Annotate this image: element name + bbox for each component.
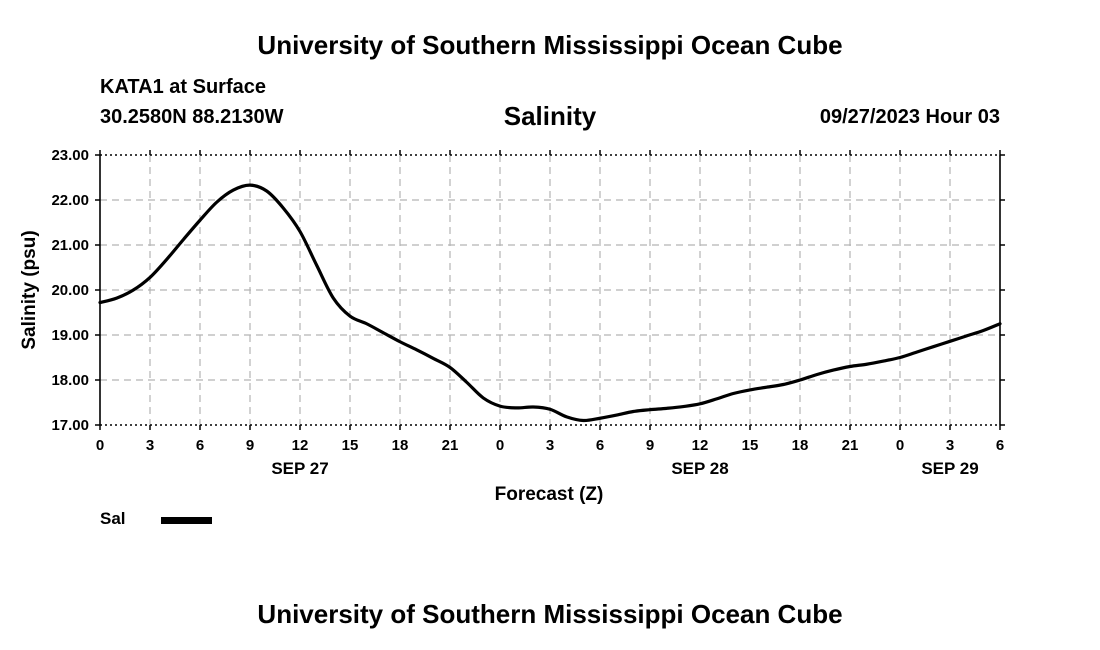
y-tick-label: 18.00 — [51, 372, 89, 389]
x-tick-label: 0 — [496, 437, 504, 454]
x-tick-label: 0 — [96, 437, 104, 454]
page-title: University of Southern Mississippi Ocean… — [257, 30, 843, 60]
grid-lines — [100, 155, 1000, 425]
x-tick-label: 15 — [342, 437, 359, 454]
legend-swatch-sal — [161, 517, 212, 524]
variable-title: Salinity — [503, 101, 597, 131]
x-tick-label: 0 — [896, 437, 904, 454]
legend-label-sal: Sal — [100, 509, 126, 528]
x-tick-label: 3 — [946, 437, 954, 454]
y-tick-label: 23.00 — [51, 147, 89, 164]
date-label: SEP 27 — [271, 459, 328, 478]
y-tick-label: 20.00 — [51, 282, 89, 299]
x-tick-label: 18 — [392, 437, 409, 454]
x-tick-label: 3 — [546, 437, 554, 454]
x-tick-label: 21 — [842, 437, 859, 454]
y-tick-labels: 17.00 18.00 19.00 20.00 21.00 22.00 23.00 — [51, 147, 89, 434]
date-label: SEP 29 — [921, 459, 978, 478]
x-tick-label: 6 — [596, 437, 604, 454]
x-tick-label: 12 — [292, 437, 309, 454]
salinity-chart: 0 3 6 9 12 15 18 21 0 3 6 9 12 15 18 21 0 3 6 17.00 18.00 19… — [19, 147, 1005, 505]
forecast-datetime: 09/27/2023 Hour 03 — [819, 106, 1000, 128]
footer-title: University of Southern Mississippi Ocean… — [257, 599, 843, 629]
x-tick-label: 9 — [646, 437, 654, 454]
x-axis-label: Forecast (Z) — [495, 484, 604, 505]
date-labels: SEP 27 SEP 28 SEP 29 — [271, 459, 978, 478]
x-tick-label: 9 — [246, 437, 254, 454]
x-tick-label: 6 — [996, 437, 1004, 454]
date-label: SEP 28 — [671, 459, 728, 478]
x-tick-label: 18 — [792, 437, 809, 454]
y-axis-label: Salinity (psu) — [19, 230, 40, 349]
y-tick-label: 22.00 — [51, 192, 89, 209]
y-tick-label: 17.00 — [51, 417, 89, 434]
x-tick-label: 3 — [146, 437, 154, 454]
series-lines — [98, 183, 1002, 423]
station-label: KATA1 at Surface — [100, 76, 266, 98]
y-tick-label: 21.00 — [51, 237, 89, 254]
axes — [95, 150, 1005, 430]
x-tick-label: 12 — [692, 437, 709, 454]
x-tick-label: 15 — [742, 437, 759, 454]
x-tick-label: 6 — [196, 437, 204, 454]
x-tick-labels: 0 3 6 9 12 15 18 21 0 3 6 9 12 15 18 21 0 3 6 — [96, 437, 1004, 454]
series-line-sal — [98, 183, 1002, 423]
x-tick-label: 21 — [442, 437, 459, 454]
legend: Sal — [100, 509, 212, 531]
station-coordinates: 30.2580N 88.2130W — [100, 106, 284, 128]
y-tick-label: 19.00 — [51, 327, 89, 344]
